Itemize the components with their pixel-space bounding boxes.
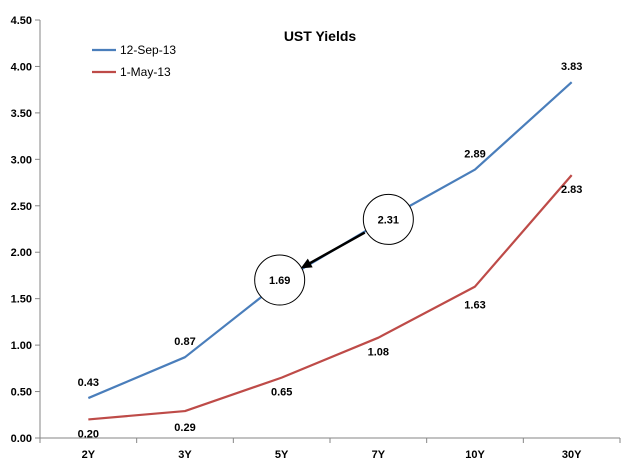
y-tick-label: 0.00 [11, 433, 32, 445]
axes [39, 20, 620, 439]
data-label-s0-10Y: 2.89 [464, 149, 485, 161]
y-tick-label: 2.50 [11, 201, 32, 213]
y-tick-label: 0.50 [11, 387, 32, 399]
annotation-circle-1 [362, 193, 414, 245]
data-label-s1-5Y: 0.65 [271, 387, 292, 399]
data-label-s0-7Y: 2.31 [378, 214, 399, 226]
y-axis-ticks: 0.00 0.50 1.00 1.50 2.00 2.50 3.00 3.50 4.00 4.50 [11, 15, 40, 445]
y-tick-label: 4.00 [11, 61, 32, 73]
legend-label-0: 12-Sep-13 [120, 43, 176, 57]
y-tick-label: 1.50 [11, 294, 32, 306]
series-line-1 [88, 174, 573, 421]
x-axis-ticks: 2Y 3Y 5Y 7Y 10Y 30Y [39, 438, 621, 461]
y-tick-label: 3.00 [11, 154, 32, 166]
x-tick-label: 5Y [275, 449, 289, 461]
data-label-s0-2Y: 0.43 [78, 377, 99, 389]
y-tick-label: 3.50 [11, 108, 32, 120]
x-tick-label: 2Y [82, 449, 96, 461]
chart-title: UST Yields [284, 28, 357, 44]
data-label-s0-30Y: 3.83 [561, 61, 582, 73]
legend-label-1: 1-May-13 [120, 65, 171, 79]
x-tick-label: 7Y [372, 449, 386, 461]
data-label-s0-5Y: 1.69 [269, 275, 290, 287]
annotation-circle-0 [254, 254, 306, 306]
x-tick-label: 30Y [562, 449, 582, 461]
data-label-s0-3Y: 0.87 [174, 336, 195, 348]
x-tick-label: 10Y [465, 449, 485, 461]
annotations [254, 193, 414, 306]
data-label-s1-2Y: 0.20 [78, 428, 99, 440]
y-tick-label: 1.00 [11, 340, 32, 352]
series-line-0 [87, 81, 573, 400]
data-label-s1-7Y: 1.08 [368, 347, 389, 359]
y-tick-label: 2.00 [11, 247, 32, 259]
data-label-s1-30Y: 2.83 [561, 184, 582, 196]
data-label-s1-3Y: 0.29 [174, 422, 195, 434]
annotation-arrow-head [300, 258, 313, 269]
x-tick-label: 3Y [178, 449, 192, 461]
data-labels: 0.43 0.87 1.69 2.31 2.89 3.83 0.20 0.29 0.65 1.08… [78, 61, 583, 440]
legend: 12-Sep-13 1-May-13 [92, 43, 176, 79]
data-label-s1-10Y: 1.63 [464, 300, 485, 312]
y-tick-label: 4.50 [11, 15, 32, 27]
annotation-arrow-shaft [307, 231, 366, 266]
